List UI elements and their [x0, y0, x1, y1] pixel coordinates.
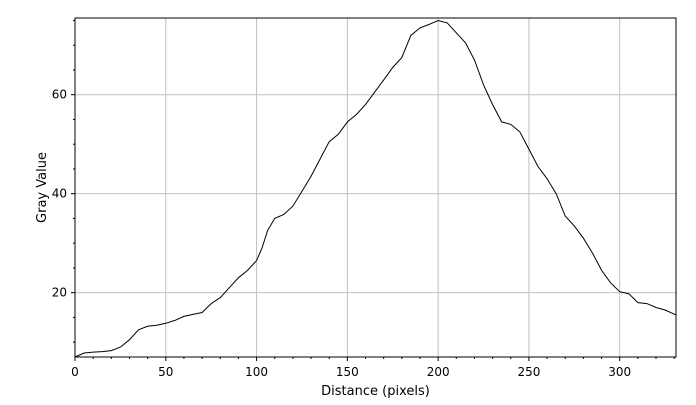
grid-lines: [75, 18, 676, 357]
x-tick-label: 300: [608, 365, 631, 379]
x-tick-label: 150: [336, 365, 359, 379]
plot-frame: [74, 17, 677, 358]
y-axis-label: Gray Value: [35, 152, 50, 223]
y-tick-label: 60: [52, 88, 67, 102]
x-tick-label: 200: [427, 365, 450, 379]
x-tick-label: 100: [245, 365, 268, 379]
x-tick-label: 0: [71, 365, 79, 379]
y-tick-label: 40: [52, 187, 67, 201]
x-tick-label: 250: [517, 365, 540, 379]
axis-ticks: 0 50 100 150 200 250 300 20 40 60: [52, 19, 675, 379]
y-tick-label: 20: [52, 286, 67, 300]
gray-value-line: [74, 19, 677, 358]
x-axis-label: Distance (pixels): [321, 384, 430, 399]
x-tick-label: 50: [158, 365, 173, 379]
